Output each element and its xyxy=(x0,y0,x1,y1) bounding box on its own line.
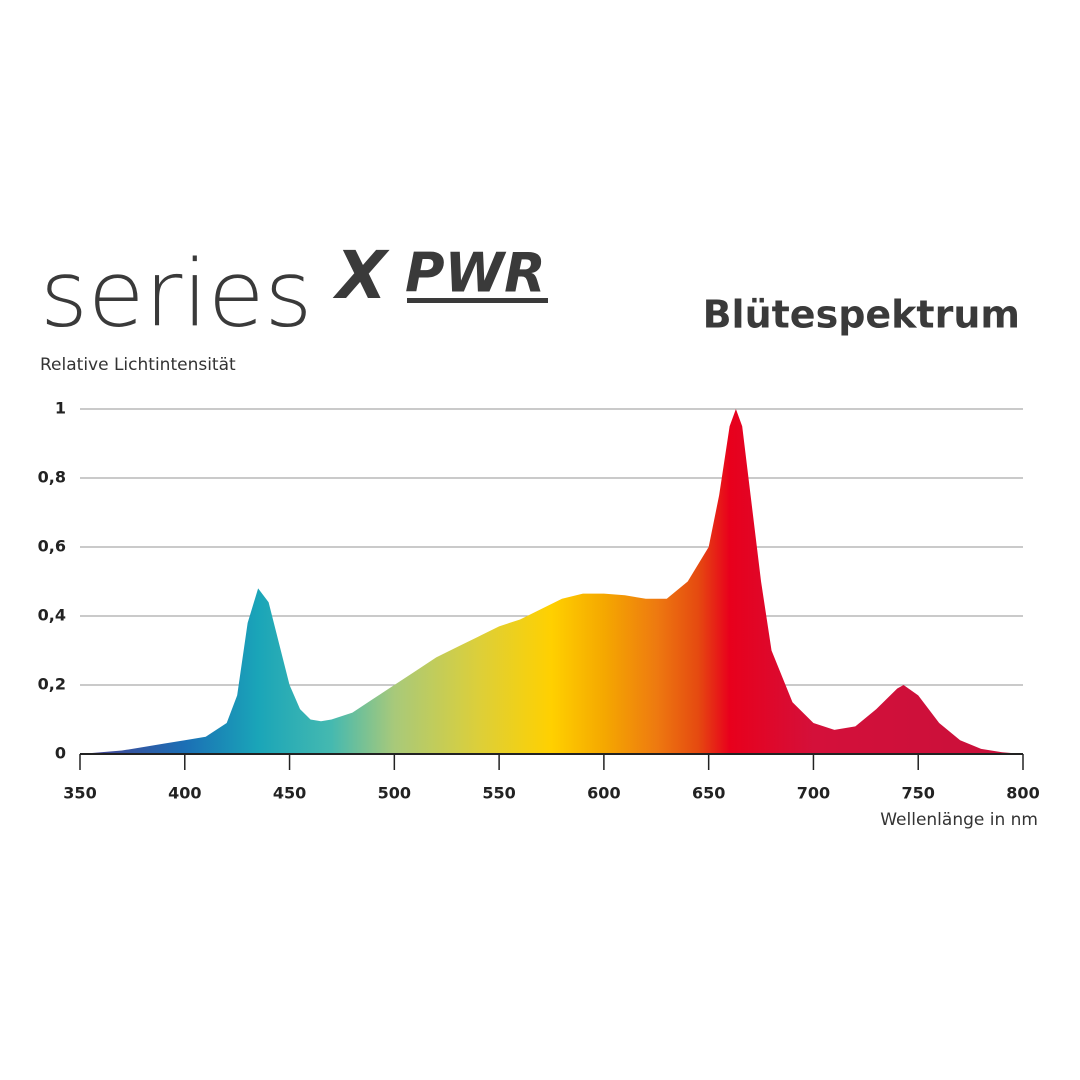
y-axis-label: Relative Lichtintensität xyxy=(40,355,236,375)
x-tick-label: 600 xyxy=(587,784,620,803)
x-tick-label: 500 xyxy=(378,784,411,803)
y-tick-label: 0,2 xyxy=(38,675,66,694)
x-tick-label: 550 xyxy=(482,784,515,803)
x-tick-label: 750 xyxy=(902,784,935,803)
brand-suffix: PWR xyxy=(405,242,546,305)
y-tick-label: 0,8 xyxy=(38,468,66,487)
brand-mark: X xyxy=(332,237,390,314)
x-tick-label: 350 xyxy=(63,784,96,803)
x-tick-label: 650 xyxy=(692,784,725,803)
y-tick-label: 0,6 xyxy=(38,537,66,556)
spectrum-area xyxy=(80,409,1023,754)
x-tick-label: 700 xyxy=(797,784,830,803)
chart-title: Blütespektrum xyxy=(703,293,1020,337)
brand-underline xyxy=(407,298,548,303)
y-tick-label: 0,4 xyxy=(38,606,66,625)
x-axis-label: Wellenlänge in nm xyxy=(880,810,1038,830)
x-tick-label: 800 xyxy=(1006,784,1039,803)
x-tick-label: 450 xyxy=(273,784,306,803)
brand-name: series xyxy=(40,241,312,348)
x-tick-label: 400 xyxy=(168,784,201,803)
y-tick-label: 0 xyxy=(55,744,66,763)
y-tick-label: 1 xyxy=(55,399,66,418)
